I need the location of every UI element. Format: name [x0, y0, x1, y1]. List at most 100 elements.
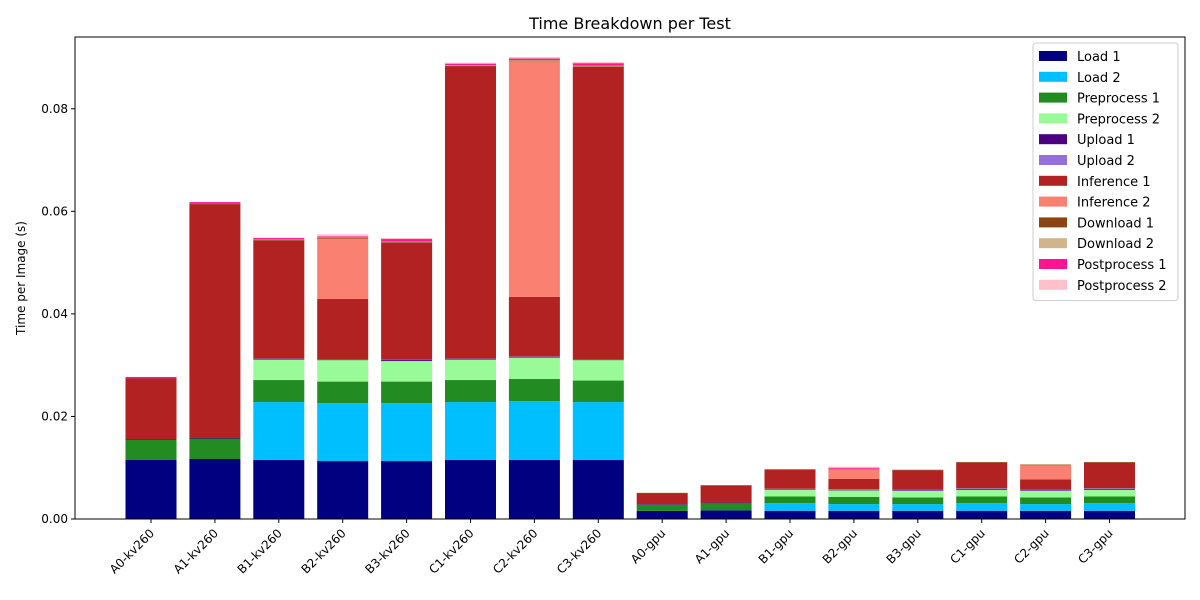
- bar-segment-C2-gpu-load-2: [1020, 504, 1072, 511]
- bar-segment-B3-gpu-preprocess-1: [892, 497, 944, 505]
- bar-segment-C2-gpu-preprocess-2: [1020, 490, 1072, 498]
- bar-segment-C1-kv260-postprocess-2: [445, 62, 496, 64]
- bar-segment-C2-gpu-download-2: [1020, 464, 1072, 465]
- bar-segment-B2-gpu-inference-1: [828, 479, 880, 490]
- bar-segment-B2-gpu-postprocess-2: [828, 466, 880, 468]
- bar-segment-B1-kv260-postprocess-1: [253, 238, 305, 240]
- bar-segment-C1-kv260-download-2: [445, 65, 496, 66]
- legend-swatch: [1039, 175, 1067, 186]
- bar-segment-B2-gpu-download-2: [828, 468, 880, 470]
- bar-segment-B3-kv260-postprocess-2: [381, 238, 433, 240]
- bar-segment-C2-gpu-inference-1: [1020, 479, 1072, 490]
- x-tick-label: C3-gpu: [1075, 526, 1115, 566]
- bar-segment-B2-gpu-upload-1: [828, 489, 880, 491]
- bar-segment-C2-kv260-preprocess-1: [508, 379, 560, 402]
- bar-segment-C3-kv260-download-2: [572, 65, 624, 67]
- bar-segment-B2-kv260-preprocess-2: [317, 360, 369, 382]
- bar-segment-B3-kv260-load-1: [381, 461, 433, 519]
- bar-segment-C3-kv260-preprocess-2: [572, 360, 624, 381]
- bar-segment-C2-gpu-preprocess-1: [1020, 497, 1072, 505]
- y-tick-label: 0.08: [41, 102, 68, 116]
- x-tick-label: B3-kv260: [362, 526, 412, 576]
- bar-segment-B3-gpu-upload-2: [892, 489, 944, 491]
- bar-segment-B1-gpu-inference-1: [764, 469, 816, 489]
- bar-segment-C2-kv260-load-1: [508, 460, 560, 519]
- bar-segment-B1-kv260-load-2: [253, 402, 305, 461]
- bars-group: [125, 57, 1135, 519]
- bar-segment-C1-kv260-download-1: [445, 65, 496, 67]
- legend-label: Download 2: [1077, 237, 1154, 252]
- plot-frame: [74, 36, 1186, 520]
- x-tick-label: C1-gpu: [947, 526, 987, 566]
- bar-segment-B2-gpu-postprocess-1: [828, 467, 880, 469]
- bar-segment-B2-kv260-upload-1: [317, 359, 369, 361]
- bar-segment-C3-kv260-postprocess-1: [572, 63, 624, 66]
- bar-segment-B3-kv260-postprocess-1: [381, 239, 433, 242]
- bar-segment-C3-kv260-preprocess-1: [572, 380, 624, 403]
- bar-segment-B1-gpu-preprocess-1: [764, 496, 816, 504]
- bar-segment-A1-gpu-load-1: [700, 510, 752, 519]
- x-tick-label: A0-gpu: [628, 526, 668, 566]
- legend-label: Upload 1: [1077, 133, 1135, 148]
- legend-swatch: [1039, 259, 1067, 269]
- bar-segment-B2-kv260-inference-2: [317, 238, 369, 300]
- bar-segment-B3-kv260-upload-1: [381, 360, 433, 362]
- bar-segment-B1-kv260-download-1: [253, 240, 305, 241]
- bar-segment-C2-kv260-upload-1: [508, 356, 560, 358]
- x-tick-label: B2-gpu: [820, 526, 860, 566]
- bar-segment-A0-gpu-preprocess-1: [636, 504, 688, 511]
- bar-segment-A1-kv260-load-1: [189, 459, 241, 519]
- x-tick-label: C1-kv260: [426, 526, 476, 576]
- bar-segment-C3-kv260-load-2: [572, 402, 624, 461]
- bar-segment-A0-kv260-inference-1: [125, 379, 177, 439]
- bar-segment-B1-kv260-download-2: [253, 239, 305, 241]
- bar-segment-B3-gpu-inference-1: [892, 470, 944, 490]
- bar-segment-C3-kv260-download-1: [572, 66, 624, 67]
- bar-segment-B1-gpu-upload-2: [764, 488, 816, 490]
- bar-segment-B1-kv260-upload-1: [253, 359, 305, 360]
- bar-segment-C2-kv260-postprocess-2: [508, 57, 560, 59]
- bar-segment-C3-gpu-preprocess-1: [1084, 496, 1135, 504]
- legend: Load 1 Load 2 Preprocess 1 Preprocess 2 Uplo…: [1032, 42, 1179, 302]
- bar-segment-B2-kv260-load-1: [317, 461, 369, 519]
- bar-segment-B3-kv260-preprocess-2: [381, 361, 433, 382]
- bar-segment-B3-kv260-download-1: [381, 242, 433, 243]
- legend-swatch: [1039, 51, 1067, 61]
- bar-segment-A0-kv260-preprocess-1: [125, 439, 177, 461]
- x-tick-label: B1-kv260: [235, 526, 285, 576]
- bar-segment-C2-gpu-upload-1: [1020, 490, 1072, 491]
- bar-segment-A0-gpu-download-1: [636, 492, 688, 494]
- bar-segment-C1-kv260-preprocess-1: [445, 380, 496, 403]
- legend-swatch: [1039, 196, 1067, 207]
- bar-segment-C2-gpu-download-1: [1020, 464, 1072, 466]
- bar-segment-B3-kv260-inference-1: [381, 242, 433, 360]
- legend-swatch: [1039, 134, 1067, 145]
- legend-label: Inference 1: [1077, 175, 1151, 190]
- bar-segment-C3-kv260-upload-1: [572, 359, 624, 361]
- bar-segment-C3-gpu-upload-2: [1084, 488, 1135, 489]
- bar-segment-B2-kv260-preprocess-1: [317, 381, 369, 404]
- bar-segment-C2-kv260-download-2: [508, 60, 560, 61]
- bar-segment-B1-gpu-upload-1: [764, 489, 816, 490]
- legend-label: Inference 2: [1077, 196, 1151, 211]
- bar-segment-C1-kv260-postprocess-1: [445, 63, 496, 66]
- bar-segment-C2-kv260-inference-1: [508, 296, 560, 357]
- legend-label: Download 1: [1077, 216, 1154, 231]
- y-tick-label: 0.00: [41, 512, 68, 526]
- bar-segment-B3-gpu-download-1: [892, 469, 944, 471]
- legend-label: Load 1: [1077, 50, 1121, 65]
- bar-segment-B1-gpu-load-2: [764, 503, 816, 511]
- bar-segment-C2-gpu-inference-2: [1020, 465, 1072, 480]
- bar-segment-C2-kv260-preprocess-2: [508, 357, 560, 380]
- chart-title: Time Breakdown per Test: [528, 14, 731, 33]
- bar-segment-A0-kv260-upload-1: [125, 439, 177, 440]
- bar-segment-B1-kv260-preprocess-1: [253, 380, 305, 403]
- bar-segment-B1-kv260-inference-1: [253, 240, 305, 359]
- bar-segment-C1-kv260-load-1: [445, 460, 496, 519]
- x-tick-label: C3-kv260: [554, 526, 604, 576]
- legend-label: Postprocess 1: [1077, 258, 1167, 273]
- legend-label: Preprocess 2: [1077, 112, 1160, 127]
- bar-segment-C3-gpu-load-1: [1084, 510, 1135, 519]
- bar-segment-B3-gpu-load-1: [892, 510, 944, 519]
- bar-segment-C2-gpu-load-1: [1020, 510, 1072, 519]
